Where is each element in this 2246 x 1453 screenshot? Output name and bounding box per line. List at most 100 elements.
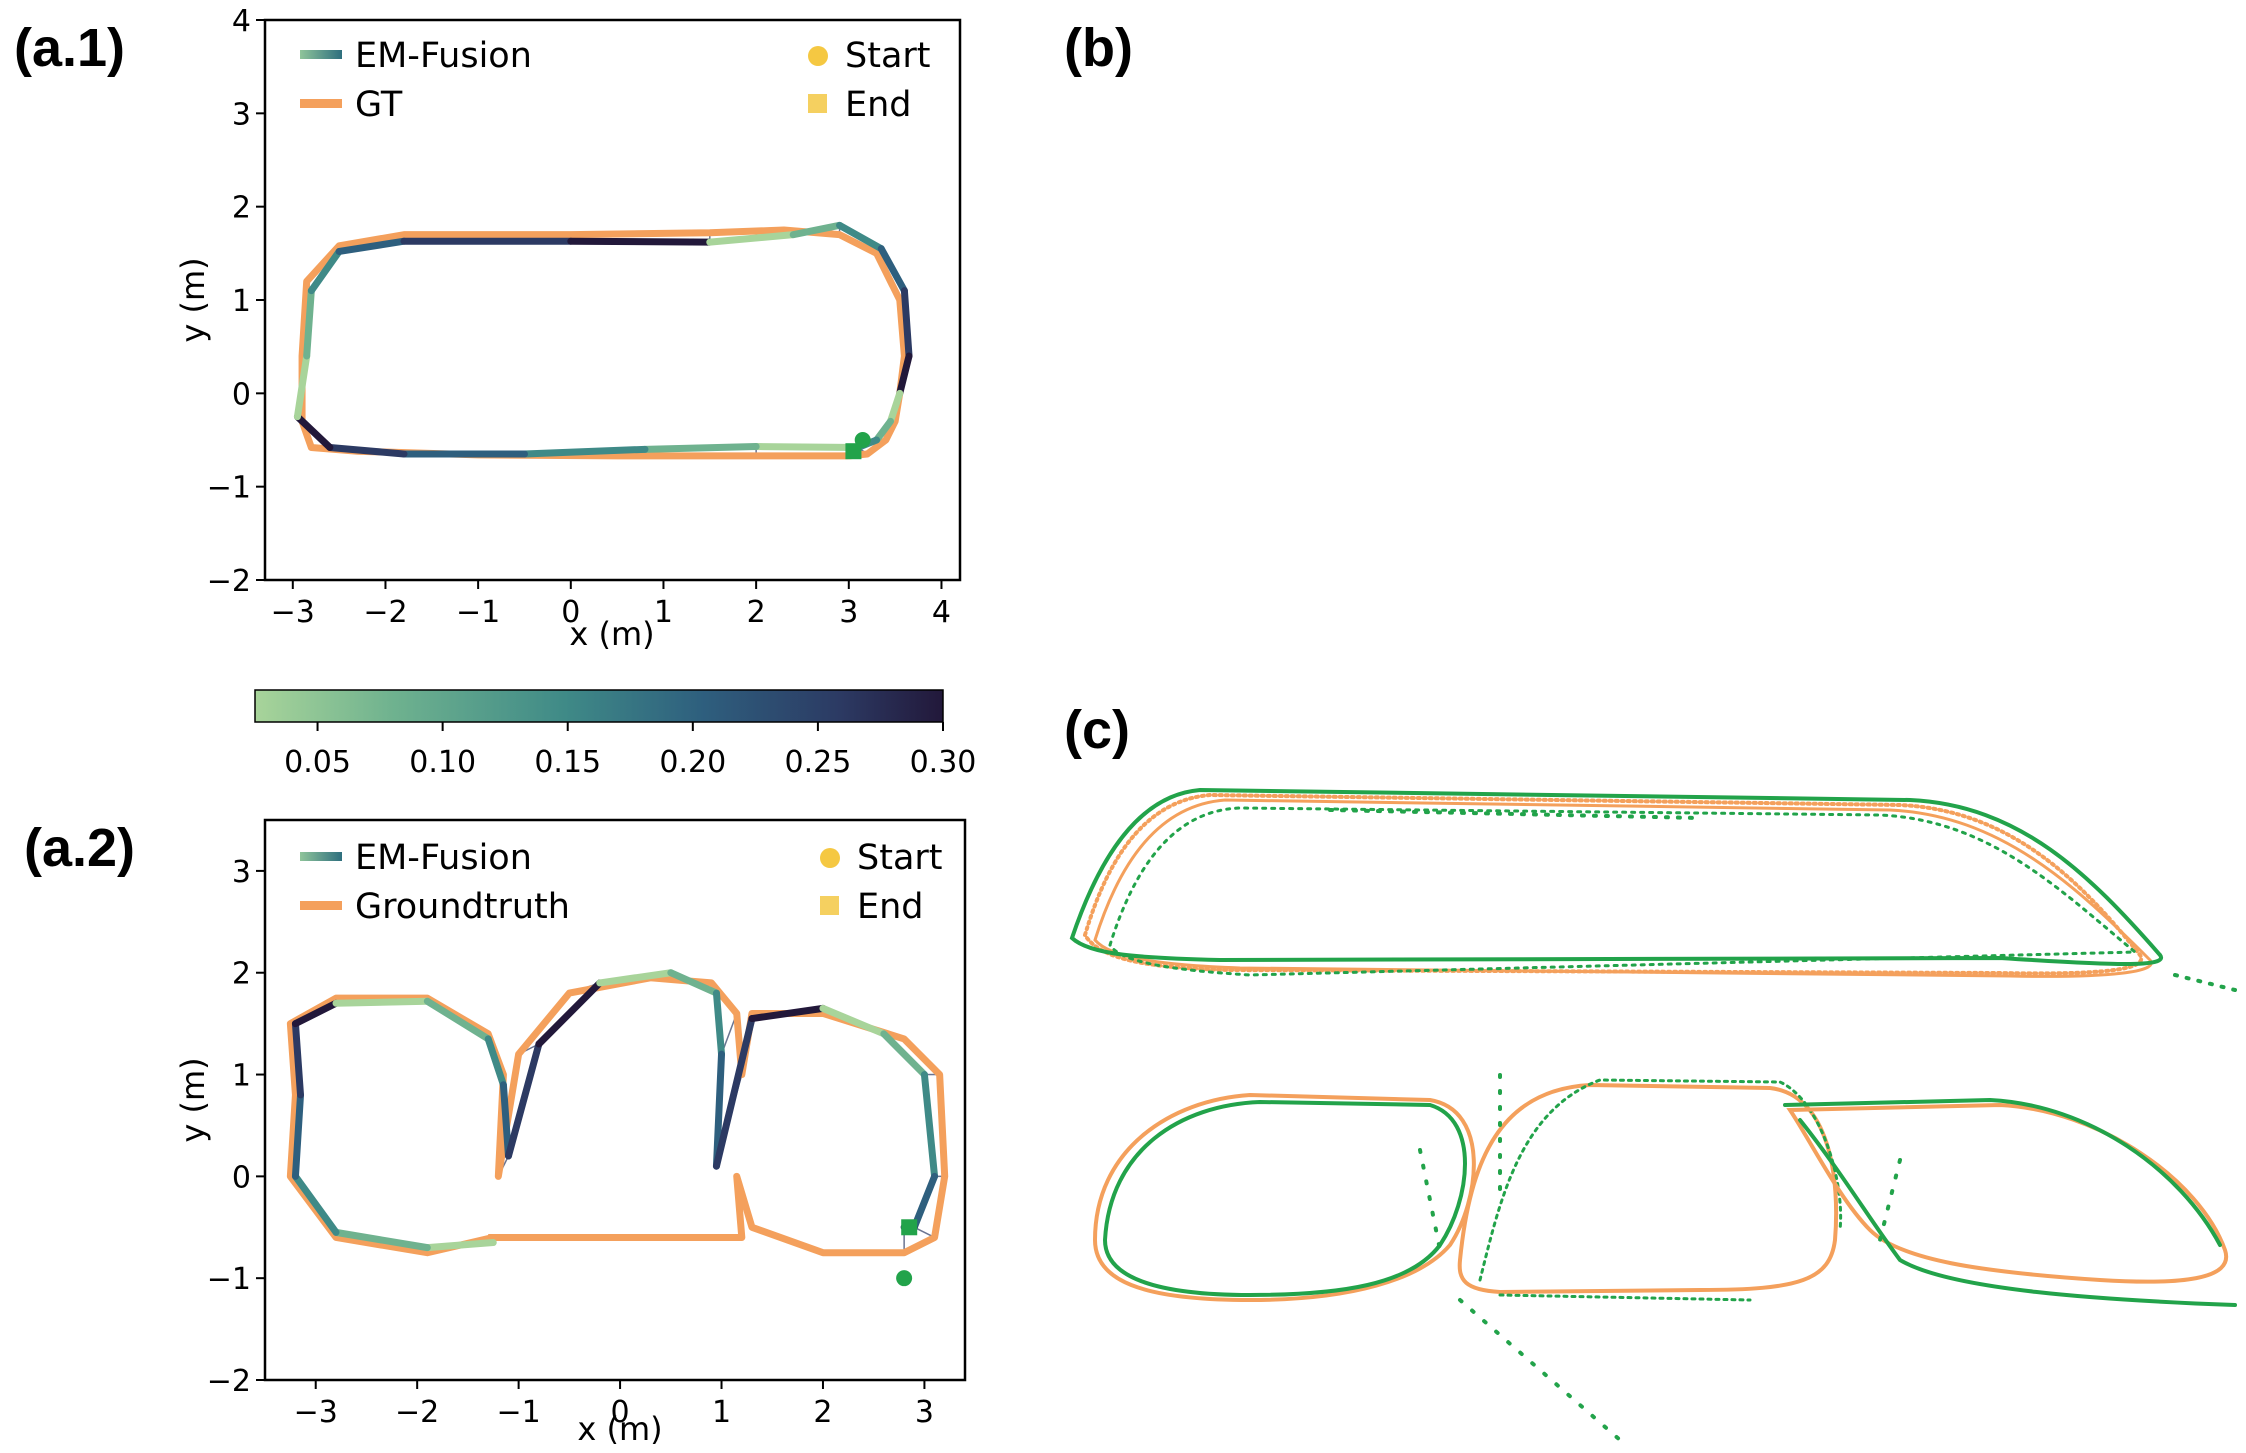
a2-xtick-label: 0 xyxy=(611,1395,630,1430)
bottom-est-mid xyxy=(1478,1078,1843,1302)
a2-ylabel: y (m) xyxy=(174,1057,212,1142)
a1-xtick-label: 3 xyxy=(839,595,858,630)
a1-xlabel: x (m) xyxy=(569,615,654,653)
a1-legend-end-label: End xyxy=(845,85,912,125)
a1-legend-est-label: EM-Fusion xyxy=(355,36,532,76)
colorbar-gradient xyxy=(254,689,944,723)
a1-series-est-segment xyxy=(335,237,408,255)
a1-plot-area xyxy=(293,221,913,460)
a2-series-est-segment xyxy=(712,989,726,1058)
a1-ytick-label: 2 xyxy=(232,191,251,226)
a1-series-est-segment xyxy=(887,389,904,425)
a1-xtick-label: 0 xyxy=(561,595,580,630)
a1-ylabel: y (m) xyxy=(174,257,212,342)
a1-legend-est-swatch xyxy=(300,50,342,59)
a1-legend-start-label: Start xyxy=(845,36,931,76)
a2-legend-end-label: End xyxy=(857,887,924,927)
a2-legend-start-label: Start xyxy=(857,838,943,878)
a1-series-est-segment xyxy=(567,237,714,246)
a1-end-point xyxy=(845,443,862,460)
trajectory-plot-a1: −3 −2 −1 0 1 2 3 4 −2 −1 0 1 2 3 4 x (m) y (m) EM-Fusi… xyxy=(174,4,962,653)
bottom-est-left xyxy=(1102,1099,1467,1298)
a2-ytick-label: 0 xyxy=(232,1160,251,1195)
a1-xtick-label: 4 xyxy=(932,595,951,630)
a2-series-est-segment xyxy=(499,1081,512,1160)
a1-ytick-label: 0 xyxy=(232,377,251,412)
a2-ytick-label: 1 xyxy=(232,1059,251,1094)
a2-series-est-segment xyxy=(910,1172,939,1231)
a1-series-est-segment xyxy=(877,245,908,295)
a2-legend-gt-swatch xyxy=(300,901,342,910)
a2-series-est-segment xyxy=(535,979,604,1048)
a2-series-est-segment xyxy=(423,997,492,1043)
a2-series-est-segment xyxy=(712,1050,726,1170)
bottom-gt-mid xyxy=(1457,1082,1839,1295)
bottom-gt-left xyxy=(1092,1092,1476,1303)
a2-ytick-label: −1 xyxy=(207,1262,251,1297)
a2-series-est-segment xyxy=(880,1030,928,1079)
error-colorbar: 0.05 0.10 0.15 0.20 0.25 0.30 xyxy=(254,689,976,780)
bottom-est-right xyxy=(1783,1097,2237,1307)
a2-series-est-segment xyxy=(504,1040,543,1160)
a2-series-est-segment xyxy=(332,997,431,1007)
a2-series-est-segment xyxy=(291,1091,305,1180)
top-est-loop-2 xyxy=(1108,806,2140,977)
a2-series-est-segment xyxy=(423,1239,497,1252)
colorbar-tick-label: 0.15 xyxy=(534,745,601,780)
panel-label-c: (c) xyxy=(1064,700,1130,760)
colorbar-tick-label: 0.20 xyxy=(659,745,726,780)
a1-series-est-segment xyxy=(293,413,334,451)
a1-ytick-label: −2 xyxy=(207,564,251,599)
a2-legend: EM-Fusion Groundtruth Start End xyxy=(300,838,943,927)
a1-series-est-segment xyxy=(896,352,913,397)
a1-xtick-label: −2 xyxy=(363,595,407,630)
a2-ytick-label: 2 xyxy=(232,957,251,992)
a1-series-est-segment xyxy=(520,445,649,458)
a1-legend-gt-label: GT xyxy=(355,85,403,125)
a2-xtick-label: 3 xyxy=(915,1395,934,1430)
loop-view-top xyxy=(1069,787,2237,992)
top-gt-loop-2 xyxy=(1093,798,2153,978)
a2-ytick-label: −2 xyxy=(207,1364,251,1399)
colorbar-ticks: 0.05 0.10 0.15 0.20 0.25 0.30 xyxy=(284,722,976,780)
a2-legend-est-label: EM-Fusion xyxy=(355,838,532,878)
a2-legend-est-swatch xyxy=(300,852,342,861)
a2-xtick-label: −1 xyxy=(497,1395,541,1430)
a2-xlabel: x (m) xyxy=(577,1410,662,1448)
a1-series-est-segment xyxy=(326,443,408,458)
a1-series-est-segment xyxy=(641,443,760,453)
a2-series-est-segment xyxy=(712,1015,756,1170)
a1-series-est-segment xyxy=(303,287,315,360)
a2-series-est-segment xyxy=(748,1004,827,1023)
a1-series-est-segment xyxy=(900,287,913,360)
a1-series-gt-line xyxy=(298,226,908,460)
top-gt-loop xyxy=(1082,792,2144,976)
panel-label-b: (b) xyxy=(1064,18,1133,78)
a2-series-est-segment xyxy=(920,1071,939,1180)
a2-series-est-segment xyxy=(667,969,720,997)
a2-legend-start-marker xyxy=(820,848,840,868)
a1-series-est-segment xyxy=(307,247,343,295)
a2-start-point xyxy=(896,1270,913,1287)
a2-ticks: −3 −2 −1 0 1 2 3 −2 −1 0 1 2 3 xyxy=(207,855,934,1430)
a1-xtick-label: 1 xyxy=(654,595,673,630)
colorbar-tick-label: 0.05 xyxy=(284,745,351,780)
a2-end-point xyxy=(901,1219,918,1236)
a1-ytick-label: 3 xyxy=(232,97,251,132)
a2-ytick-label: 3 xyxy=(232,855,251,890)
a1-xtick-label: −1 xyxy=(456,595,500,630)
a2-axes-frame xyxy=(263,818,967,1382)
a1-series-est-segment xyxy=(706,231,797,246)
a2-plot-area xyxy=(286,969,949,1287)
bottom-gt-right xyxy=(1786,1102,2229,1284)
a2-series-est-segment xyxy=(291,1020,305,1099)
a2-series-est-segment xyxy=(332,1228,431,1252)
a1-ytick-label: 1 xyxy=(232,284,251,319)
panel-label-a1: (a.1) xyxy=(14,18,125,78)
colorbar-tick-label: 0.30 xyxy=(910,745,977,780)
a2-series-est-segment xyxy=(291,1172,340,1236)
a1-ytick-label: −1 xyxy=(207,471,251,506)
a1-xtick-label: 2 xyxy=(747,595,766,630)
panel-label-a2: (a.2) xyxy=(24,818,135,878)
